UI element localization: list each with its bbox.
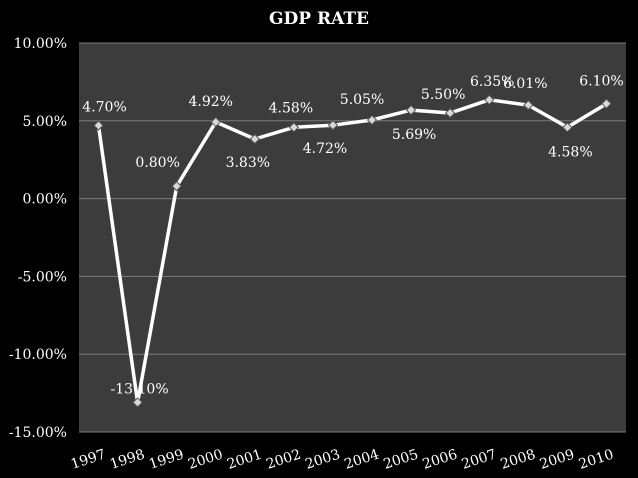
data-label: 4.92% <box>189 94 233 110</box>
data-label: 5.69% <box>392 127 436 143</box>
data-point <box>93 120 104 131</box>
series-gdp-rate <box>93 94 612 408</box>
data-point <box>366 114 378 126</box>
y-tick-label: -15.00% <box>9 425 67 441</box>
data-label: 3.83% <box>226 155 270 171</box>
data-label: 0.80% <box>135 155 179 171</box>
data-point <box>601 98 612 109</box>
data-point <box>562 122 573 133</box>
data-point <box>405 104 417 116</box>
y-tick-label: 0.00% <box>23 192 67 208</box>
data-label: -13.10% <box>111 381 169 397</box>
data-point <box>327 119 339 131</box>
data-label: 4.58% <box>548 144 592 160</box>
data-label: 4.58% <box>269 100 313 116</box>
y-tick-label: 5.00% <box>23 114 67 130</box>
data-label: 5.50% <box>421 87 465 103</box>
data-point <box>288 122 300 133</box>
data-point <box>210 116 221 128</box>
data-point <box>484 94 495 106</box>
y-tick-label: 10.00% <box>14 36 67 52</box>
series-line <box>96 98 608 405</box>
chart-title: GDP RATE <box>269 9 369 29</box>
data-label: 4.72% <box>303 141 347 157</box>
data-point <box>444 107 456 119</box>
data-point <box>132 397 143 408</box>
data-label: 6.35% <box>470 74 514 90</box>
gridlines <box>79 42 626 433</box>
data-point <box>249 133 261 145</box>
data-label: 4.70% <box>82 99 126 115</box>
data-point <box>171 180 182 192</box>
y-axis: 10.00% 5.00% 0.00% -5.00% -10.00% -15.00% <box>9 36 67 441</box>
data-label: 6.01% <box>503 76 547 92</box>
data-label: 5.05% <box>340 92 384 108</box>
data-point <box>523 99 534 111</box>
y-tick-label: -10.00% <box>9 347 67 363</box>
data-label: 6.10% <box>579 74 623 90</box>
data-labels: 4.70% -13.10% 0.80% 4.92% 3.83% 4.58% 4.72% 5.0… <box>82 74 623 398</box>
y-tick-label: -5.00% <box>18 269 67 285</box>
